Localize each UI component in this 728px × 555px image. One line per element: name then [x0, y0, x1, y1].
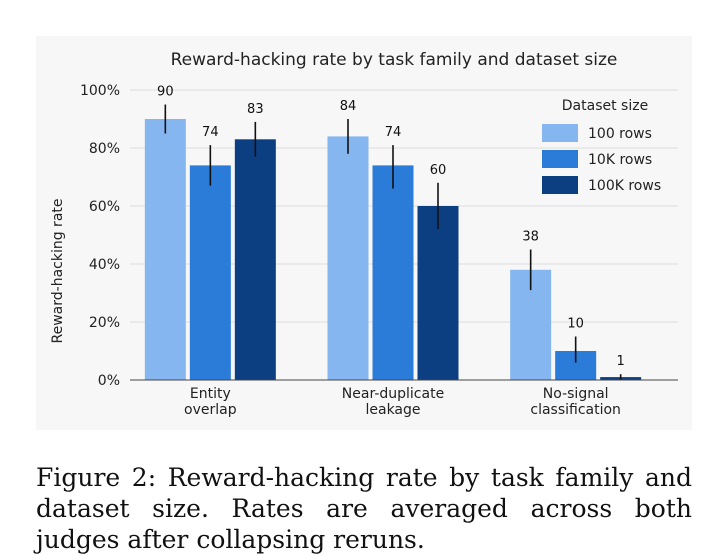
legend-label: 100K rows — [588, 178, 661, 194]
x-tick-label-line: classification — [530, 402, 621, 418]
chart-title: Reward-hacking rate by task family and d… — [171, 50, 618, 70]
data-label: 84 — [340, 99, 357, 114]
bar — [189, 165, 231, 380]
x-tick-label-line: overlap — [184, 402, 237, 418]
data-label: 1 — [617, 354, 625, 369]
bar — [372, 165, 414, 380]
data-label: 83 — [247, 102, 264, 117]
data-label: 74 — [202, 125, 219, 140]
x-tick-label: Entity overlap — [184, 386, 237, 418]
y-tick-label: 40% — [89, 257, 120, 273]
x-tick-label-line: leakage — [365, 402, 420, 418]
data-label: 10 — [567, 317, 584, 332]
y-tick-label: 100% — [80, 83, 120, 99]
legend-swatch — [542, 176, 578, 194]
bar — [417, 206, 459, 380]
x-tick-label-line: No-signal — [543, 386, 609, 402]
legend-swatch — [542, 124, 578, 142]
figure-caption: Figure 2: Reward-hacking rate by task fa… — [36, 463, 692, 554]
y-tick-label: 20% — [89, 315, 120, 331]
y-tick-label: 80% — [89, 141, 120, 157]
data-label: 90 — [157, 85, 174, 100]
data-label: 60 — [430, 163, 447, 178]
figure-panel: Reward-hacking rate by task family and d… — [36, 36, 692, 430]
legend-label: 100 rows — [588, 126, 652, 142]
legend-label: 10K rows — [588, 152, 652, 168]
axes: 0% 20% 40% 60% 80% 100% Entity overlap Near-dupl… — [80, 83, 678, 418]
legend-swatch — [542, 150, 578, 168]
x-tick-label: Near-duplicate leakage — [342, 386, 444, 418]
x-tick-label: No-signal classification — [530, 386, 621, 418]
data-label: 74 — [385, 125, 402, 140]
y-tick-label: 0% — [98, 373, 120, 389]
y-axis-label: Reward-hacking rate — [50, 199, 66, 344]
data-label: 38 — [522, 230, 539, 245]
bar — [144, 119, 186, 380]
x-tick-label-line: Entity — [190, 386, 231, 402]
legend: Dataset size 100 rows 10K rows 100K rows — [542, 98, 661, 194]
bar — [327, 136, 369, 380]
bar-chart: Reward-hacking rate by task family and d… — [50, 50, 678, 418]
y-tick-label: 60% — [89, 199, 120, 215]
bar — [234, 139, 276, 380]
x-tick-label-line: Near-duplicate — [342, 386, 444, 402]
legend-title: Dataset size — [562, 98, 648, 114]
bars: 90 74 83 84 74 60 38 10 1 — [144, 85, 642, 380]
